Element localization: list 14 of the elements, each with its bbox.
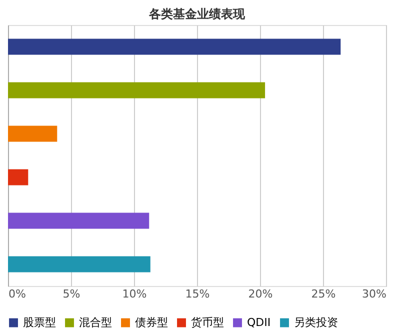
chart-title: 各类基金业绩表现 <box>148 7 246 21</box>
x-tick-label: 20% <box>248 288 273 300</box>
legend-label: QDII <box>247 316 271 329</box>
legend-label: 债券型 <box>135 316 168 329</box>
legend-label: 股票型 <box>23 316 56 329</box>
x-tick-label: 10% <box>122 288 147 300</box>
x-tick-label: 15% <box>185 288 210 300</box>
legend-label: 货币型 <box>191 316 224 329</box>
x-tick-label: 0% <box>8 288 26 300</box>
x-tick-label: 5% <box>62 288 80 300</box>
x-tick-label: 25% <box>311 288 336 300</box>
legend-label: 混合型 <box>79 316 112 329</box>
legend-label: 另类投资 <box>294 316 338 329</box>
x-tick-label: 30% <box>362 288 386 300</box>
